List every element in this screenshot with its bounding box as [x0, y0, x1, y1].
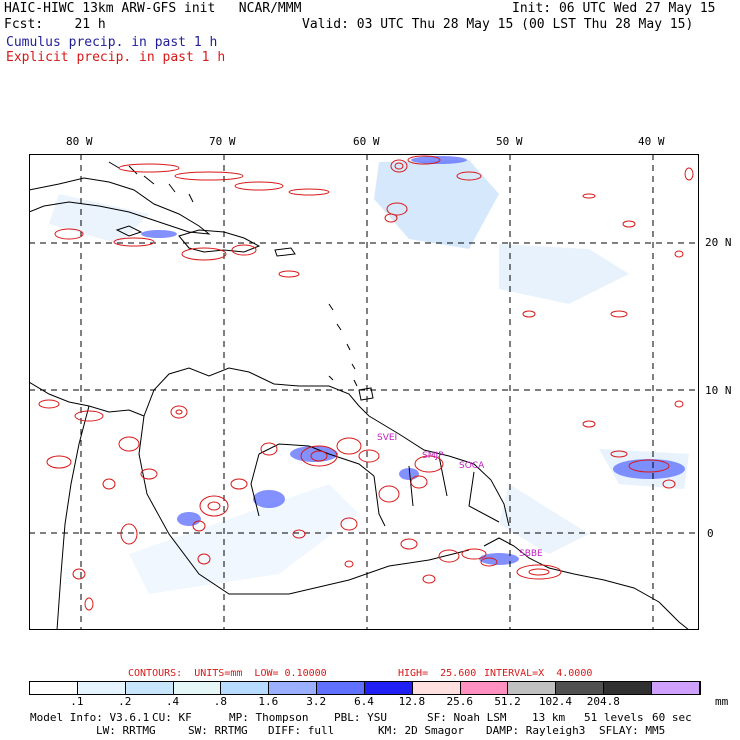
station-label-svei: SVEI [377, 433, 397, 443]
scale-label: 204.8 [586, 695, 620, 708]
station-label-soca: SOCA [459, 461, 485, 471]
scale-swatch [173, 682, 222, 694]
scale-swatch [77, 682, 126, 694]
lon-label-80w: 80 W [66, 135, 93, 148]
legend-explicit: Explicit precip. in past 1 h [6, 50, 226, 65]
lon-label-50w: 50 W [496, 135, 523, 148]
graticule [29, 154, 699, 630]
scale-label: .1 [70, 695, 84, 708]
model-info-item: SFLAY: MM5 [599, 724, 666, 737]
scale-label: .4 [165, 695, 180, 708]
map-frame [29, 154, 699, 630]
station-label-sbbe: SBBE [519, 549, 543, 559]
explicit-precip-contours [38, 155, 694, 611]
scale-swatch [269, 682, 318, 694]
cumulus-precip-cores [141, 156, 685, 565]
color-scale-bar [29, 681, 701, 695]
lat-label-0: 0 [707, 527, 714, 540]
scale-label: 3.2 [306, 695, 327, 708]
scale-swatch [460, 682, 509, 694]
plot-title: HAIC-HIWC 13km ARW-GFS init NCAR/MMM [4, 1, 302, 16]
station-label-smjp: SMJP [422, 451, 444, 461]
lat-label-20n: 20 N [705, 236, 732, 249]
init-time: Init: 06 UTC Wed 27 May 15 [512, 1, 716, 16]
model-info-item: DAMP: Rayleigh3 [486, 724, 586, 737]
lon-label-70w: 70 W [209, 135, 236, 148]
scale-label: 1.6 [258, 695, 279, 708]
model-info-item: LW: RRTMG [96, 724, 156, 737]
model-info-item: PBL: YSU [334, 711, 387, 724]
valid-time: Valid: 03 UTC Thu 28 May 15 (00 LST Thu … [302, 17, 694, 32]
lat-label-10n: 10 N [705, 384, 732, 397]
lon-label-60w: 60 W [353, 135, 380, 148]
scale-swatch [30, 682, 78, 694]
scale-unit: mm [715, 695, 729, 708]
scale-label: 6.4 [354, 695, 374, 708]
cumulus-precip-shading [49, 160, 689, 594]
forecast-hour: Fcst: 21 h [4, 17, 106, 32]
scale-label: .8 [213, 695, 228, 708]
model-info-item: CU: KF [152, 711, 192, 724]
scale-label: 12.8 [398, 695, 426, 708]
lon-label-40w: 40 W [638, 135, 665, 148]
scale-swatch [508, 682, 557, 694]
scale-swatch [412, 682, 461, 694]
scale-swatch [364, 682, 413, 694]
scale-swatch [317, 682, 365, 694]
model-info-item: SW: RRTMG [188, 724, 248, 737]
scale-label: .2 [118, 695, 132, 708]
model-info-item: KM: 2D Smagor [378, 724, 465, 737]
scale-swatch [604, 682, 652, 694]
model-info-item: MP: Thompson [229, 711, 309, 724]
scale-swatch [556, 682, 605, 694]
scale-swatch [221, 682, 270, 694]
scale-label: 102.4 [538, 695, 572, 708]
scale-label: 51.2 [494, 695, 521, 708]
model-info-item: 60 sec [652, 711, 692, 724]
model-info-item: 51 levels [584, 711, 644, 724]
precip-map: SVEI SMJP SOCA SBBE [29, 154, 699, 630]
model-info-item: SF: Noah LSM [427, 711, 507, 724]
scale-label: 25.6 [446, 695, 473, 708]
model-info-item: Model Info: V3.6.1 [30, 711, 150, 724]
contour-interval: INTERVAL=X 4.0000 [484, 668, 593, 679]
legend-cumulus: Cumulus precip. in past 1 h [6, 35, 218, 50]
model-info-item: DIFF: full [268, 724, 335, 737]
model-info-item: 13 km [532, 711, 566, 724]
scale-swatch [125, 682, 174, 694]
coastlines [29, 161, 690, 630]
contour-info: CONTOURS: UNITS=mm LOW= 0.10000 [128, 668, 327, 679]
scale-swatch [651, 682, 700, 694]
contour-high: HIGH= 25.600 [398, 668, 477, 679]
